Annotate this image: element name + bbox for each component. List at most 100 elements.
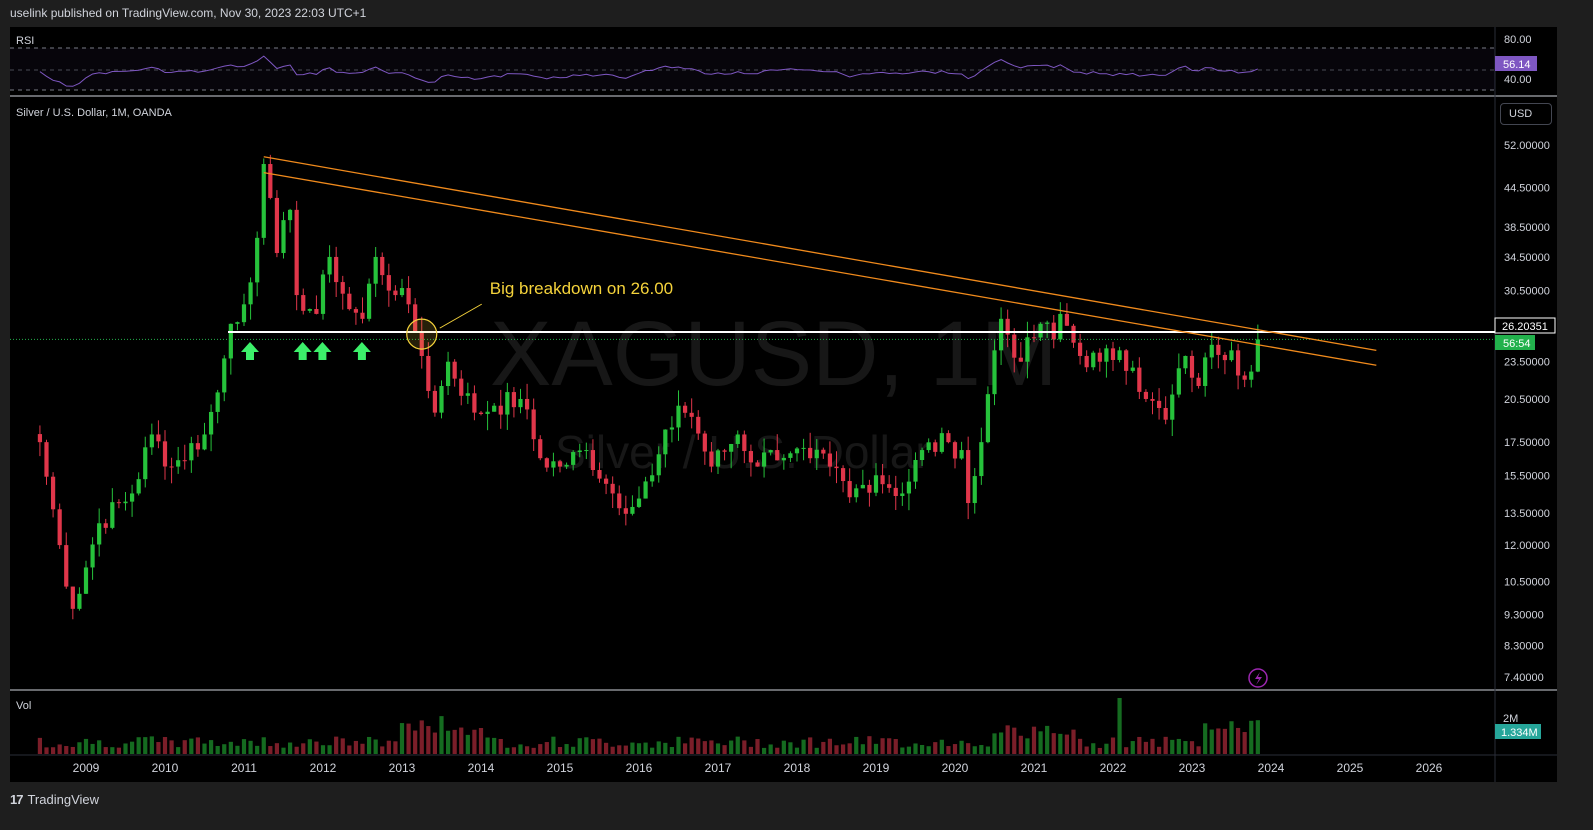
candle [44,439,49,485]
year-label-2009: 2009 [73,761,100,775]
volume-bar [195,737,201,754]
countdown-badge [1495,335,1535,350]
volume-bar [775,747,780,754]
candle [399,278,405,298]
volume-bar [564,744,569,754]
candle [1124,348,1129,385]
candle-body [445,361,451,387]
lightning-icon[interactable] [1248,668,1268,688]
candle [650,463,655,487]
candle-body [887,484,892,488]
volume-bar [1203,723,1208,754]
support-arrow-icon [241,342,259,361]
candle-body [123,501,128,504]
candle-body [287,209,293,221]
candle [452,359,457,387]
candle-body [327,256,332,275]
candle-body [827,453,833,467]
chart-frame[interactable] [10,27,1557,782]
candle-body [636,498,642,507]
candle-body [926,442,931,451]
volume-bar [465,734,470,754]
candle-body [814,449,819,459]
volume-bar [557,747,563,754]
volume-bar [913,743,918,754]
candle [880,463,885,494]
candle-body [1058,313,1063,340]
volume-bar [241,739,247,754]
volume-bar [761,747,767,754]
candle-body [156,434,161,442]
candle-body [1170,394,1175,420]
volume-bar [327,745,332,754]
volume-bar [854,736,859,754]
candle [814,439,819,470]
volume-bar [926,746,931,754]
volume-bar [1137,736,1142,754]
year-label-2011: 2011 [231,761,257,775]
candle [854,484,859,503]
candle-body [248,282,253,305]
candle-body [143,447,148,480]
candle [939,427,944,454]
volume-bar [129,741,135,754]
level-badge-value: 26.20351 [1502,321,1548,333]
volume-bar [1110,737,1116,754]
candle [70,586,75,620]
volume-bar [1130,741,1135,754]
price-tick-11: 10.50000 [1504,577,1550,589]
candle-body [459,378,464,396]
candle-body [380,256,385,276]
candle [169,457,174,484]
candle-body [215,392,220,412]
watermark-symbol: XAGUSD, 1M [490,303,1057,405]
symbol-label: Silver / U.S. Dollar, 1M, OANDA [16,107,173,119]
candle [531,398,536,452]
volume-bar [1005,725,1010,754]
candle-body [524,398,530,410]
watermark-name: Silver / U.S. Dollar [555,426,931,478]
candle [808,432,813,464]
volume-bar [1097,747,1102,754]
candle-body [867,484,872,493]
volume-bar [834,745,839,754]
candle-body [919,450,925,460]
candle-body [426,355,431,391]
currency-button[interactable]: USD [1500,103,1552,125]
candle-body [998,318,1004,351]
candle [485,400,490,431]
tradingview-logo-icon: 17 [10,792,24,807]
candle [261,158,266,245]
volume-bar [630,742,635,754]
volume-bar [169,740,174,754]
candle-body [334,256,339,283]
candle-body [761,452,767,467]
candle [327,245,332,283]
candle-body [847,481,852,498]
price-tick-0: 52.00000 [1504,140,1550,152]
volume-bar [656,741,661,754]
candle [1156,388,1162,420]
volume-bar [1255,720,1260,754]
volume-bar [44,747,49,754]
candle-body [432,390,438,413]
volume-bar [1249,720,1254,754]
candle-body [669,427,675,430]
candle-body [939,433,944,452]
candle [709,442,714,473]
volume-bar [577,738,582,754]
volume-bar [966,743,971,754]
candle-body [571,452,576,465]
candle-body [241,304,247,323]
year-label-2016: 2016 [626,761,653,775]
candle-body [840,468,846,482]
candle [97,508,102,557]
countdown-value: 56:54 [1503,338,1531,350]
volume-bar [287,742,293,754]
candle [584,442,589,460]
candle-body [873,475,879,493]
candle [123,491,128,511]
volume-bar [1031,726,1037,754]
candle-body [972,476,977,504]
